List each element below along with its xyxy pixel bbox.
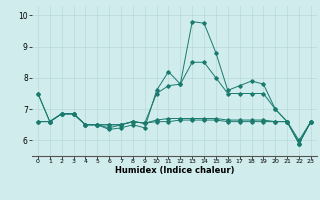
X-axis label: Humidex (Indice chaleur): Humidex (Indice chaleur) bbox=[115, 166, 234, 175]
